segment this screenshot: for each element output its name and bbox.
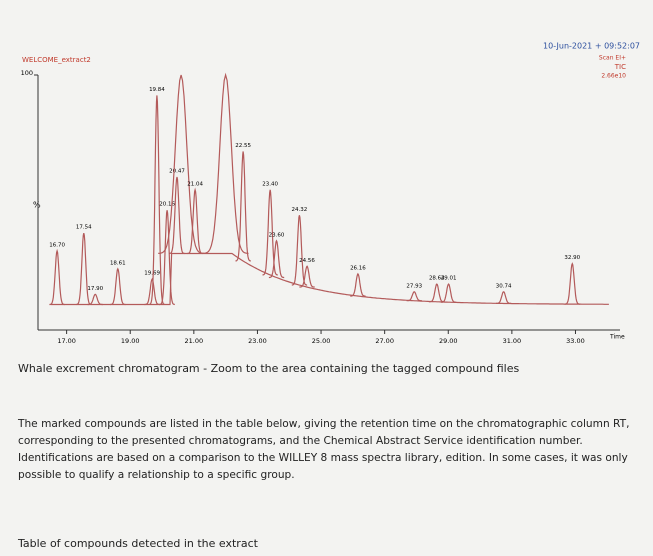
peak-label: 29.01: [441, 276, 457, 282]
peak-label: 17.54: [76, 225, 92, 231]
peak: [429, 283, 445, 303]
peak: [268, 239, 285, 279]
peak-label: 24.56: [299, 258, 315, 264]
peak: [110, 267, 126, 306]
peak-label: 32.90: [564, 255, 580, 261]
y-axis-label: %: [33, 201, 41, 210]
peak-label: 22.55: [235, 143, 251, 149]
peak: [291, 215, 308, 286]
peak: [169, 176, 185, 255]
peak-label: 23.60: [269, 232, 285, 238]
peak: [159, 210, 175, 306]
peak-label: 20.47: [169, 169, 185, 175]
peak: [158, 74, 205, 254]
peak-label: 23.40: [262, 181, 278, 187]
peak: [76, 232, 92, 306]
x-tick-label: 31.00: [503, 337, 522, 345]
peak: [149, 95, 165, 305]
x-tick-label: 33.00: [566, 337, 585, 345]
peak: [564, 262, 580, 305]
peak-label: 16.70: [49, 242, 65, 248]
y-tick-label: 100: [21, 69, 33, 77]
peak-label: 18.61: [110, 260, 126, 266]
peak: [235, 151, 251, 262]
caption: Whale excrement chromatogram - Zoom to t…: [18, 362, 520, 375]
peak-label: 30.74: [496, 283, 512, 289]
x-tick-label: 23.00: [248, 337, 267, 345]
tic-label: TIC: [614, 63, 626, 71]
peak: [187, 187, 203, 255]
paragraph: The marked compounds are listed in the t…: [18, 418, 630, 481]
peak: [496, 291, 512, 304]
peak: [350, 272, 366, 297]
table-heading: Table of compounds detected in the extra…: [18, 537, 258, 550]
chromatogram: WELCOME_extract2 10-Jun-2021 + 09:52:07 …: [21, 42, 640, 346]
run-date: 10-Jun-2021 + 09:52:07: [543, 42, 640, 51]
peak: [406, 291, 422, 302]
scan-mode: Scan EI+: [599, 55, 626, 62]
peak: [299, 265, 315, 288]
chart-title: WELCOME_extract2: [22, 56, 91, 64]
peak-label: 19.69: [144, 271, 160, 277]
x-tick-label: 21.00: [185, 337, 204, 345]
peak: [262, 189, 278, 276]
peak: [87, 293, 103, 306]
x-tick-label: 25.00: [312, 337, 331, 345]
peak: [202, 72, 249, 254]
peak-label: 20.16: [159, 202, 175, 208]
peak: [440, 283, 457, 303]
peak-label: 21.04: [187, 181, 203, 187]
baseline-trace: [50, 252, 609, 306]
x-axis-label: Time: [609, 334, 625, 341]
peak-label: 17.90: [87, 286, 103, 292]
peak: [144, 277, 160, 306]
peak-label: 26.16: [350, 265, 366, 271]
x-tick-label: 19.00: [121, 337, 140, 345]
peak: [49, 248, 65, 306]
peak-label: 24.32: [292, 207, 308, 213]
x-tick-label: 27.00: [375, 337, 394, 345]
x-tick-label: 17.00: [57, 337, 76, 345]
x-tick-label: 29.00: [439, 337, 458, 345]
intensity: 2.66e10: [601, 73, 626, 80]
peak-label: 28.64: [429, 276, 445, 282]
peak-label: 27.93: [406, 283, 422, 289]
peak-label: 19.84: [149, 87, 165, 93]
